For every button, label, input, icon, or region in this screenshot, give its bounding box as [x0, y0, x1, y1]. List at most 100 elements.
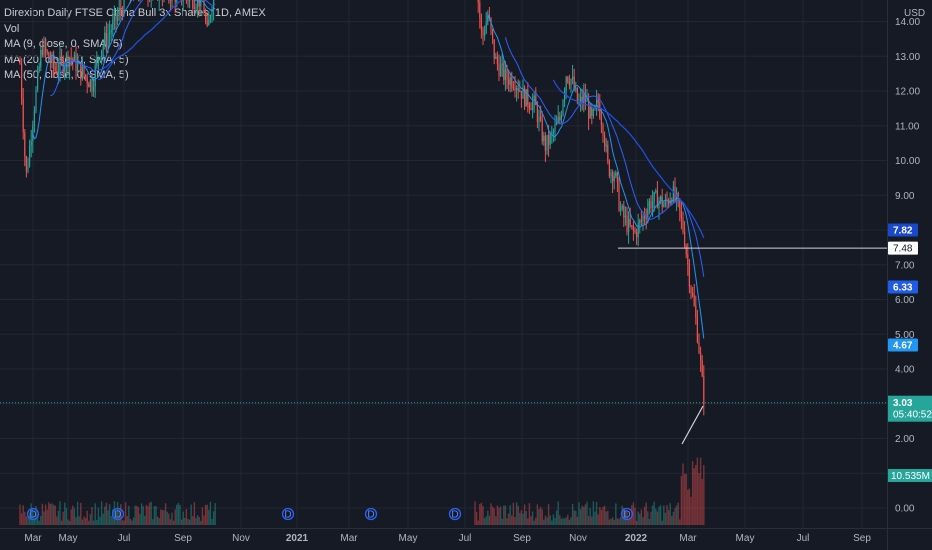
volume-bar — [515, 502, 518, 525]
ma20-line — [50, 0, 705, 277]
volume-bar — [498, 507, 500, 525]
candle-body — [193, 8, 195, 10]
price-axis: USD14.0013.0012.0011.0010.009.008.007.00… — [887, 0, 925, 550]
volume-bar — [97, 507, 100, 525]
candle-body — [65, 55, 67, 67]
volume-bar — [475, 511, 478, 525]
volume-bar — [102, 513, 104, 525]
candle-body — [514, 87, 516, 91]
candle-body — [86, 76, 88, 84]
legend-ma9[interactable]: MA (9, close, 0, SMA, 5) — [4, 38, 123, 50]
volume-bars — [19, 457, 705, 525]
candle-body — [626, 215, 628, 233]
volume-bar — [499, 506, 502, 525]
volume-bar — [669, 503, 671, 525]
candle-body — [112, 20, 114, 31]
candle-body — [688, 264, 690, 287]
dividend-label: D — [623, 510, 630, 521]
volume-bar — [182, 511, 184, 525]
candle-body — [189, 0, 191, 2]
volume-bar — [544, 515, 547, 525]
grid — [0, 0, 887, 528]
volume-bar — [214, 503, 216, 525]
volume-bar — [552, 514, 555, 525]
dividend-marker: D — [620, 507, 634, 521]
candle-body — [645, 217, 647, 219]
volume-badge-text: 10.535M — [891, 471, 930, 482]
volume-bar — [88, 520, 90, 525]
volume-bar — [624, 511, 627, 525]
volume-bar — [136, 505, 138, 525]
volume-bar — [185, 509, 188, 525]
candle-body — [487, 15, 489, 23]
volume-bar — [578, 502, 580, 525]
candle-body — [695, 305, 697, 318]
ma20-badge: 6.33 — [888, 280, 918, 294]
volume-bar — [696, 457, 699, 525]
time-tick-label: Jul — [797, 533, 810, 544]
candle-body — [613, 176, 615, 182]
candle-body — [567, 76, 569, 82]
ma9-badge-text: 4.67 — [893, 341, 913, 352]
volume-bar — [144, 515, 146, 525]
price-tick-label: 6.00 — [895, 295, 915, 306]
legend-title[interactable]: Direxion Daily FTSE China Bull 3x Shares… — [4, 7, 266, 19]
ma50-line — [98, 0, 705, 239]
volume-bar — [201, 507, 204, 525]
volume-bar — [483, 518, 486, 525]
candle-body — [580, 96, 582, 102]
volume-bar — [139, 513, 141, 525]
volume-bar — [203, 515, 205, 525]
dividend-label: D — [451, 510, 458, 521]
legend-vol[interactable]: Vol — [4, 22, 20, 35]
time-tick-label: May — [736, 533, 755, 544]
time-tick-label: Jul — [118, 533, 131, 544]
volume-bar — [648, 518, 651, 525]
time-tick-label: May — [399, 533, 418, 544]
volume-bar — [150, 501, 152, 525]
candle-body — [169, 0, 171, 2]
volume-bar — [123, 520, 125, 525]
candle-body — [658, 200, 660, 209]
volume-bar — [531, 511, 534, 525]
volume-bar — [586, 501, 588, 525]
volume-bar — [107, 510, 109, 525]
candle-body — [508, 79, 510, 85]
candle-body — [679, 198, 681, 211]
candle-body — [485, 22, 487, 34]
volume-bar — [491, 506, 494, 525]
candle-body — [205, 12, 207, 21]
volume-bar — [84, 517, 87, 525]
volume-bar — [571, 503, 574, 525]
volume-bar — [703, 465, 705, 525]
time-tick-label: Nov — [232, 533, 250, 544]
time-tick-label: Jul — [459, 533, 472, 544]
volume-bar — [493, 508, 495, 525]
volume-bar — [168, 513, 170, 525]
volume-bar — [86, 510, 88, 525]
volume-bar — [605, 511, 607, 525]
volume-bar — [666, 505, 668, 525]
candle-body — [509, 77, 511, 85]
candle-body — [85, 74, 87, 77]
volume-bar — [651, 505, 654, 525]
price-tick-label: 0.00 — [895, 504, 915, 515]
volume-bar — [105, 502, 108, 525]
candle-body — [636, 232, 638, 238]
volume-bar — [584, 504, 587, 525]
dividend-marker: D — [111, 507, 125, 521]
volume-bar — [35, 505, 37, 525]
volume-bar — [674, 508, 676, 525]
volume-bar — [20, 513, 23, 525]
ma50-badge-text: 7.82 — [893, 226, 913, 237]
volume-bar — [485, 516, 487, 525]
volume-bar — [594, 511, 596, 525]
candle-body — [615, 172, 617, 177]
candle-body — [656, 190, 658, 209]
volume-bar — [573, 510, 575, 525]
volume-bar — [22, 505, 24, 525]
volume-bar — [591, 516, 593, 525]
candle-body — [559, 117, 561, 120]
candle-body — [589, 106, 591, 119]
